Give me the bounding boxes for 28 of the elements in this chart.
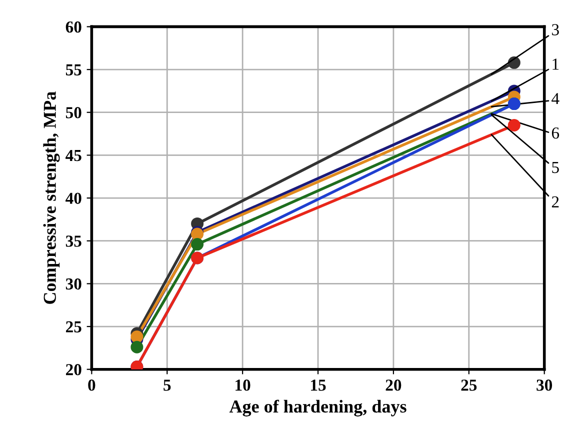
series-label: 4	[552, 93, 560, 104]
x-tick-label: 10	[236, 380, 250, 391]
x-tick-label: 20	[386, 380, 402, 391]
point	[130, 330, 144, 344]
y-axis-title: Compressive strength, MPa	[43, 92, 60, 304]
y-tick-label: 20	[66, 364, 82, 376]
text: 3	[552, 24, 559, 36]
y-tick-label: 25	[66, 321, 82, 332]
y-tick-label: 40	[66, 192, 82, 204]
x-tick-label: 25	[461, 380, 477, 391]
x-tick-label: 30	[536, 380, 552, 391]
y-tick-label: 55	[66, 64, 82, 76]
x-tick-label: 5	[164, 380, 171, 391]
text: 1	[552, 58, 559, 70]
x-axis-title: Age of hardening, days	[229, 400, 406, 416]
text: 6	[552, 127, 560, 139]
x-tick-label: 15	[311, 380, 326, 391]
point	[191, 238, 204, 251]
text: 2	[552, 196, 559, 208]
text: 5	[552, 162, 559, 174]
point	[508, 118, 520, 132]
y-tick-label: 45	[66, 150, 82, 162]
y-tick-label: 50	[66, 107, 82, 118]
point	[130, 340, 144, 354]
x-tick-label: 0	[88, 380, 96, 391]
y-tick-label: 35	[66, 236, 82, 247]
y-tick-label: 60	[66, 21, 82, 33]
y-tick-label: 30	[66, 278, 82, 290]
